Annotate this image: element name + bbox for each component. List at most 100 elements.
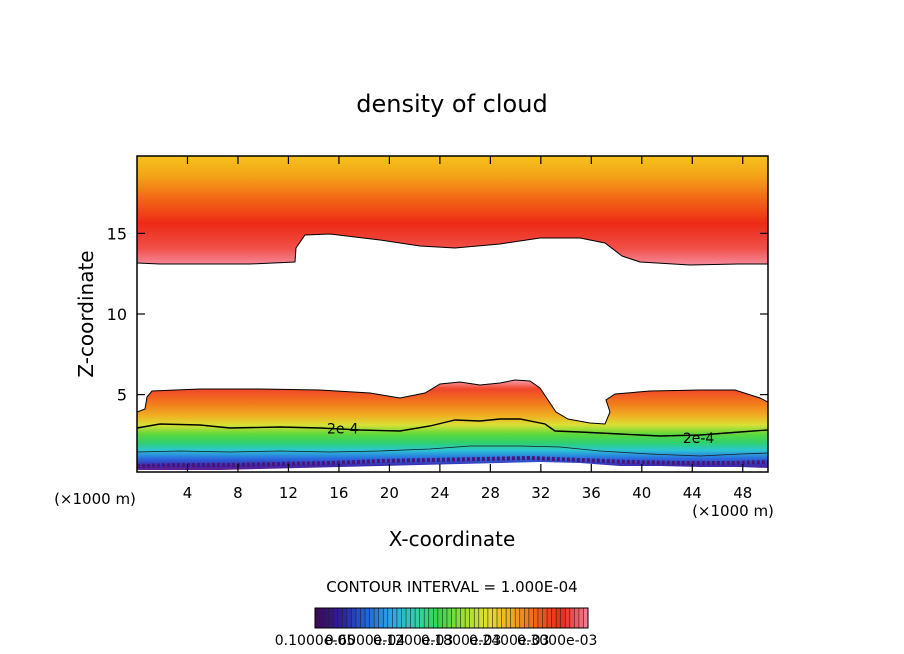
colorbar-swatch	[437, 608, 443, 628]
colorbar-swatch	[565, 608, 571, 628]
colorbar-swatch	[410, 608, 416, 628]
colorbar-swatch	[515, 608, 521, 628]
colorbar-swatch	[583, 608, 589, 628]
x-tick-label: 28	[481, 484, 500, 502]
upper-cloud-boundary	[137, 233, 768, 266]
colorbar-swatch	[487, 608, 493, 628]
x-tick-label: 44	[683, 484, 702, 502]
colorbar-swatch	[342, 608, 348, 628]
colorbar-swatch	[374, 608, 379, 628]
colorbar-frame	[314, 607, 589, 629]
colorbar-swatch	[501, 608, 507, 628]
colorbar-swatch	[401, 608, 407, 628]
colorbar-swatch	[333, 608, 339, 628]
colorbar-swatch	[442, 608, 448, 628]
x-axis-ticks: 4 8 12 16 20 24 28 32 36 40 44 48	[183, 156, 752, 502]
colorbar-label: 0.6000e-04	[325, 633, 406, 649]
x-tick-label: 36	[582, 484, 601, 502]
chart-title: density of cloud	[356, 90, 547, 118]
contour-labels: 2e-4 2e-4	[327, 421, 715, 447]
colorbar-swatch	[578, 608, 584, 628]
x-axis-label: X-coordinate	[389, 527, 516, 551]
colorbar-swatch	[483, 608, 489, 628]
colorbar-swatch	[556, 608, 561, 628]
lower-cloud-layer	[137, 380, 768, 470]
colorbar-swatch	[346, 608, 352, 628]
colorbar-swatch	[365, 608, 370, 628]
colorbar-label: 0.1000e-05	[275, 633, 355, 649]
colorbar-swatch	[428, 608, 434, 628]
colorbar-swatch	[474, 608, 480, 628]
colorbar-swatch	[510, 608, 516, 628]
colorbar-swatch	[337, 608, 343, 628]
colorbar-swatch	[533, 608, 539, 628]
colorbar-swatch	[328, 608, 334, 628]
colorbar-swatch	[378, 608, 384, 628]
y-axis-label: Z-coordinate	[74, 250, 98, 377]
colorbar-swatch	[392, 608, 398, 628]
x-tick-label: 48	[733, 484, 752, 502]
x-tick-label: 8	[233, 484, 243, 502]
x-tick-label: 4	[183, 484, 193, 502]
colorbar-swatch	[406, 608, 411, 628]
x-tick-label: 24	[430, 484, 449, 502]
colorbar-swatch	[383, 608, 389, 628]
colorbar-swatch	[433, 608, 439, 628]
colorbar-swatch	[460, 608, 466, 628]
colorbar-label: 0.1800e-03	[421, 633, 501, 649]
colorbar-swatch	[551, 608, 557, 628]
plot-area	[137, 156, 768, 470]
colorbar-swatch	[369, 608, 375, 628]
contour-label: 2e-4	[683, 431, 715, 447]
colorbar-swatch	[415, 608, 420, 628]
colorbar	[314, 608, 589, 628]
colorbar-swatch	[465, 608, 470, 628]
y-tick-label: 10	[107, 305, 127, 324]
colorbar-swatch	[524, 608, 530, 628]
colorbar-swatch	[547, 608, 552, 628]
upper-cloud-layer	[137, 156, 768, 265]
colorbar-swatch	[569, 608, 575, 628]
contour-2e-4-line	[137, 418, 768, 437]
x-unit-right: (×1000 m)	[692, 502, 774, 520]
colorbar-swatch	[387, 608, 393, 628]
colorbar-swatch	[324, 608, 329, 628]
y-tick-label: 5	[117, 386, 127, 405]
colorbar-swatch	[424, 608, 430, 628]
colorbar-swatch	[506, 608, 511, 628]
colorbar-swatch	[560, 608, 566, 628]
colorbar-swatch	[446, 608, 452, 628]
colorbar-swatch	[319, 608, 325, 628]
colorbar-swatch	[419, 608, 425, 628]
colorbar-swatch	[574, 608, 580, 628]
colorbar-swatch	[497, 608, 502, 628]
x-tick-label: 20	[380, 484, 399, 502]
colorbar-swatch	[528, 608, 534, 628]
x-unit-left: (×1000 m)	[54, 490, 136, 508]
colorbar-swatch	[451, 608, 457, 628]
x-tick-label: 40	[632, 484, 651, 502]
contour-interval-text: CONTOUR INTERVAL = 1.000E-04	[326, 578, 577, 596]
colorbar-swatch	[456, 608, 461, 628]
colorbar-labels: 0.1000e-050.6000e-040.1200e-030.1800e-03…	[275, 633, 598, 649]
contour-label: 2e-4	[327, 421, 359, 437]
colorbar-swatch	[469, 608, 475, 628]
x-tick-label: 32	[531, 484, 550, 502]
x-tick-label: 12	[279, 484, 298, 502]
x-tick-label: 16	[329, 484, 348, 502]
y-axis-ticks: 5 10 15	[107, 224, 768, 405]
colorbar-swatch	[351, 608, 357, 628]
colorbar-label: 0.1200e-03	[373, 633, 453, 649]
colorbar-swatch	[355, 608, 361, 628]
colorbar-swatch	[396, 608, 402, 628]
colorbar-label: 0.3000e-03	[517, 633, 597, 649]
colorbar-swatch	[492, 608, 498, 628]
lower-cloud-boundary	[137, 379, 768, 425]
colorbar-swatch	[315, 608, 320, 628]
colorbar-swatch	[478, 608, 484, 628]
colorbar-swatch	[537, 608, 543, 628]
colorbar-swatch	[542, 608, 548, 628]
colorbar-label: 0.2400e-03	[469, 633, 549, 649]
colorbar-swatch	[360, 608, 366, 628]
